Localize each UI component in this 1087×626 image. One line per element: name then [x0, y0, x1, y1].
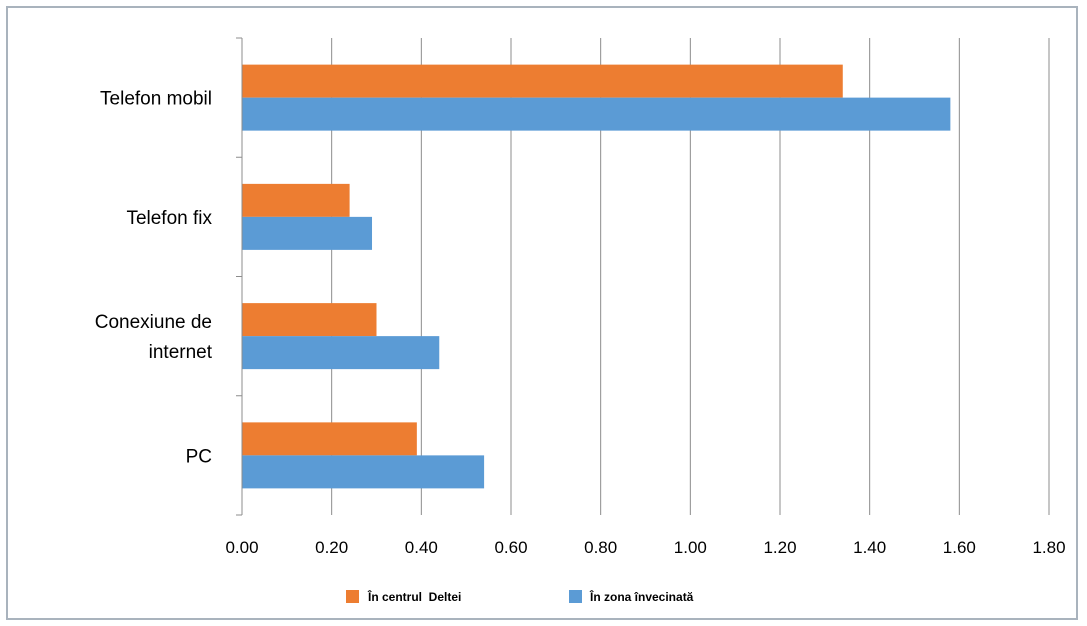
bar-zona-invecinata	[242, 336, 440, 370]
legend-label: În centrul Deltei	[367, 589, 461, 604]
bar-zona-invecinata	[242, 97, 951, 131]
legend: În centrul Deltei În zona învecinată	[346, 589, 694, 604]
category-label: PC	[186, 446, 212, 467]
x-tick-label: 0.00	[225, 538, 258, 557]
x-tick-label: 1.60	[943, 538, 976, 557]
x-tick-label: 1.80	[1032, 538, 1065, 557]
legend-swatch	[569, 590, 582, 603]
bar-centrul-deltei	[242, 422, 417, 456]
category-label: Conexiune de	[95, 312, 212, 333]
category-label: internet	[149, 342, 213, 363]
bar-centrul-deltei	[242, 183, 350, 217]
x-tick-label: 1.00	[674, 538, 707, 557]
legend-label: În zona învecinată	[589, 589, 694, 604]
bars	[242, 64, 951, 489]
x-tick-label: 1.20	[763, 538, 796, 557]
legend-swatch	[346, 590, 359, 603]
x-tick-label: 1.40	[853, 538, 886, 557]
bar-zona-invecinata	[242, 216, 373, 250]
category-label: Telefon mobil	[100, 89, 212, 110]
x-tick-label: 0.80	[584, 538, 617, 557]
bar-zona-invecinata	[242, 455, 485, 489]
labels: 0.00 0.20 0.40 0.60 0.80 1.00 1.20 1.40 1.60 1.80…	[95, 89, 1066, 557]
x-tick-label: 0.20	[315, 538, 348, 557]
bar-centrul-deltei	[242, 303, 377, 337]
bar-centrul-deltei	[242, 64, 843, 98]
category-label: Telefon fix	[126, 208, 212, 229]
x-tick-label: 0.40	[405, 538, 438, 557]
axes	[236, 37, 243, 516]
x-tick-label: 0.60	[494, 538, 527, 557]
